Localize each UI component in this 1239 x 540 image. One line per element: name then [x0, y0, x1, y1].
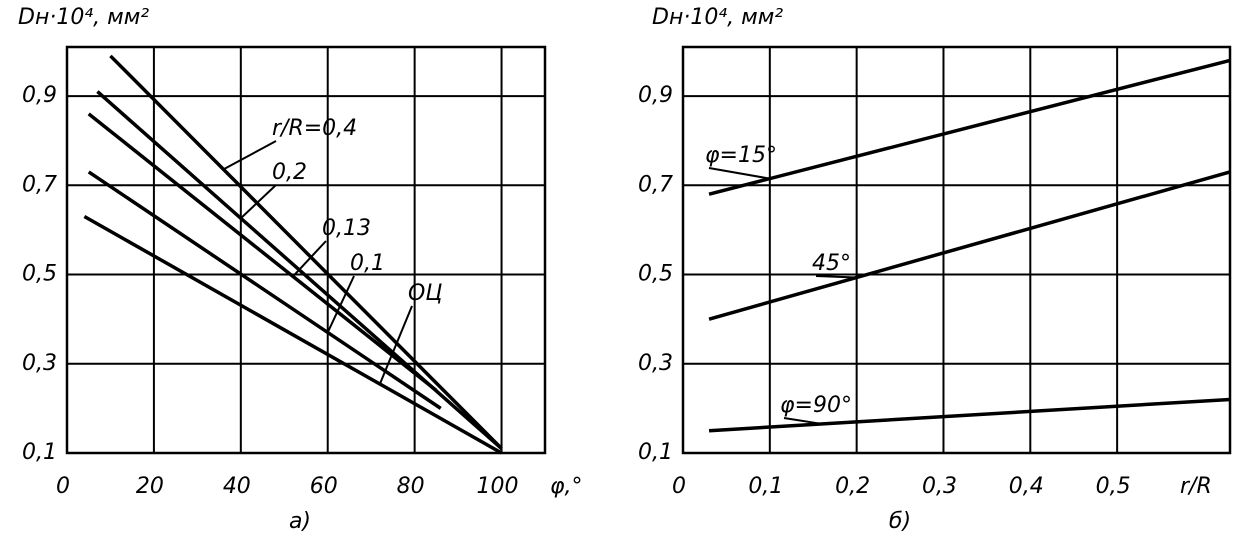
- caption: б): [889, 509, 911, 534]
- x-tick-label: 0,3: [922, 474, 957, 499]
- y-axis-label: Dн·10⁴, мм²: [652, 5, 783, 30]
- series-label: φ=15°: [705, 143, 777, 168]
- series-label: r/R=0,4: [272, 116, 357, 141]
- y-tick-label: 0,9: [638, 83, 673, 108]
- x-tick-label: 40: [223, 474, 251, 499]
- series-label: ОЦ: [408, 281, 442, 306]
- x-axis-label: r/R: [1180, 474, 1212, 499]
- y-axis-label: Dн·10⁴, мм²: [18, 5, 149, 30]
- x-tick-label: 80: [397, 474, 425, 499]
- x-tick-label: 20: [136, 474, 164, 499]
- data-line: [109, 54, 503, 450]
- y-tick-label: 0,9: [22, 83, 57, 108]
- x-tick-label: 0,4: [1009, 474, 1044, 499]
- x-tick-label: 0: [672, 474, 686, 499]
- y-tick-label: 0,5: [638, 262, 673, 287]
- x-tick-label: 60: [310, 474, 338, 499]
- series-label: 45°: [812, 251, 851, 276]
- series-label: 0,1: [350, 251, 385, 276]
- x-tick-label: 0: [56, 474, 70, 499]
- data-line: [83, 215, 503, 455]
- leader-line: [292, 240, 327, 278]
- data-line: [87, 112, 438, 392]
- data-line: [708, 58, 1231, 196]
- x-tick-label: 100: [477, 474, 519, 499]
- x-tick-label: 0,5: [1096, 474, 1131, 499]
- x-tick-label: 0,1: [748, 474, 783, 499]
- leader-line: [378, 305, 413, 385]
- series-label: 0,13: [322, 216, 371, 241]
- y-tick-label: 0,3: [22, 351, 57, 376]
- y-tick-label: 0,7: [22, 172, 57, 197]
- data-line: [87, 170, 442, 410]
- x-tick-label: 0,2: [835, 474, 870, 499]
- y-tick-label: 0,7: [638, 172, 673, 197]
- leader-line: [708, 167, 770, 180]
- leader-line: [783, 417, 823, 425]
- leader-line: [222, 140, 277, 171]
- data-line: [708, 170, 1231, 321]
- caption: а): [289, 509, 311, 534]
- leader-line: [326, 275, 355, 333]
- y-tick-label: 0,5: [22, 262, 57, 287]
- x-axis-label: φ,°: [550, 474, 583, 499]
- data-line: [708, 397, 1231, 433]
- series-label: φ=90°: [780, 393, 852, 418]
- y-tick-label: 0,3: [638, 351, 673, 376]
- y-tick-label: 0,1: [22, 440, 57, 465]
- y-tick-label: 0,1: [638, 440, 673, 465]
- leader-line: [240, 184, 277, 219]
- series-label: 0,2: [272, 160, 307, 185]
- leader-line: [815, 275, 857, 279]
